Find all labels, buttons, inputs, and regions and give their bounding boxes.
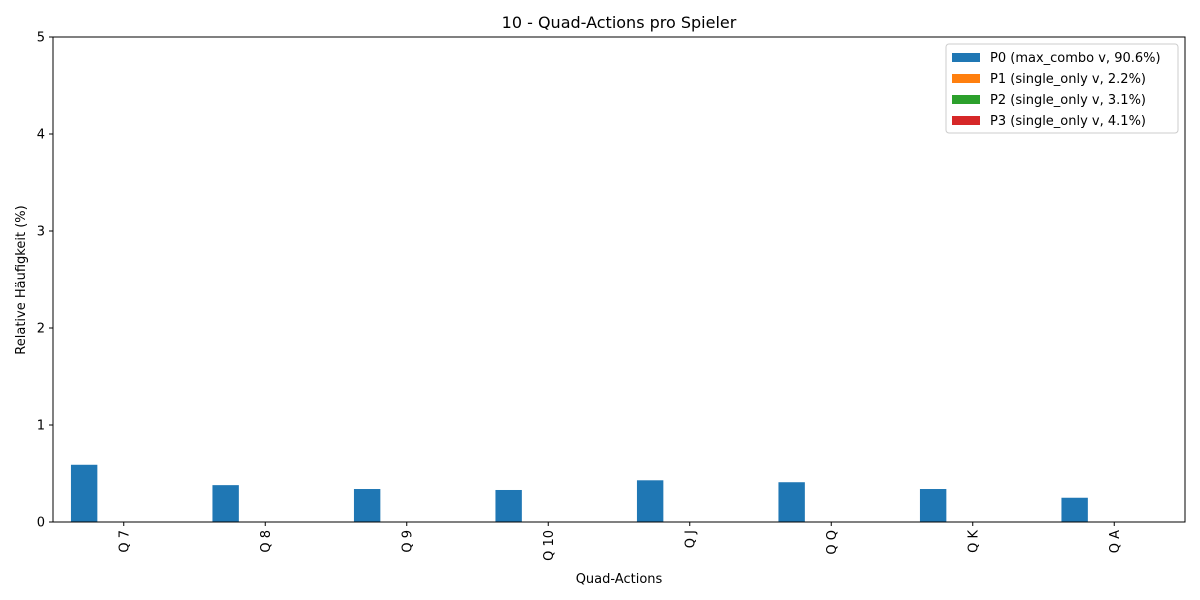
legend-label-p2: P2 (single_only v, 3.1%) <box>990 93 1146 108</box>
y-tick-label: 0 <box>37 516 45 531</box>
legend-swatch-p3 <box>952 116 980 125</box>
plot-frame <box>52 36 1186 523</box>
bar-p0-q10 <box>495 489 522 522</box>
bar-p0-q7 <box>70 464 98 522</box>
bar-p0-qa <box>1061 497 1088 522</box>
y-tick-label: 3 <box>37 225 45 240</box>
x-tick-label: Q 8 <box>259 530 274 553</box>
x-tick-label: Q A <box>1108 530 1123 553</box>
bar-p0-q9 <box>353 489 381 522</box>
axes-layer: 0 1 2 3 4 5 Q 7 Q 8 Q 9 Q 10 Q J Q Q Q K Q A <box>37 31 1186 561</box>
legend-swatch-p1 <box>952 74 980 83</box>
y-tick-label: 4 <box>37 128 45 143</box>
legend-swatch-p2 <box>952 95 980 104</box>
legend-label-p1: P1 (single_only v, 2.2%) <box>990 72 1146 87</box>
y-tick-label: 2 <box>37 322 45 337</box>
legend-swatch-p0 <box>952 53 980 62</box>
x-tick-label: Q 10 <box>542 530 557 561</box>
bars-layer <box>70 464 1088 522</box>
legend-label-p0: P0 (max_combo v, 90.6%) <box>990 51 1161 66</box>
x-tick-label: Q 9 <box>400 530 415 553</box>
legend: P0 (max_combo v, 90.6%) P1 (single_only v… <box>945 43 1179 134</box>
y-tick-label: 5 <box>37 31 45 46</box>
x-tick-label: Q 7 <box>117 530 132 553</box>
legend-box <box>945 43 1179 134</box>
y-tick-label: 1 <box>37 419 45 434</box>
x-tick-label: Q J <box>683 530 698 548</box>
y-axis-label: Relative Häufigkeit (%) <box>14 205 29 354</box>
bar-p0-qj <box>636 480 664 522</box>
x-tick-label: Q K <box>966 530 981 553</box>
chart-title: 10 - Quad-Actions pro Spieler <box>502 13 737 32</box>
x-axis-label: Quad-Actions <box>576 572 663 587</box>
bar-p0-qq <box>778 482 805 522</box>
bar-p0-q8 <box>212 485 239 522</box>
legend-label-p3: P3 (single_only v, 4.1%) <box>990 114 1146 129</box>
x-tick-label: Q Q <box>825 530 840 555</box>
bar-p0-qk <box>919 489 947 522</box>
